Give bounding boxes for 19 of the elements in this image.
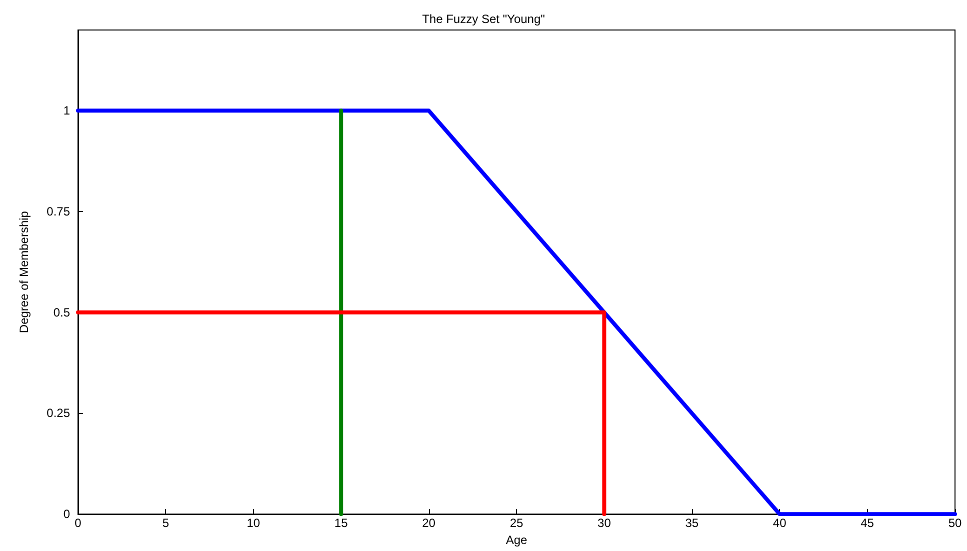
- x-tick-label: 45: [860, 516, 874, 530]
- x-tick-label: 20: [422, 516, 436, 530]
- y-tick-label: 0.75: [46, 204, 70, 219]
- x-tick-label: 50: [948, 516, 962, 530]
- x-axis-title: Age: [506, 533, 528, 547]
- x-tick-label: 25: [510, 516, 524, 530]
- x-tick-label: 5: [162, 516, 170, 530]
- chart-title: The Fuzzy Set "Young": [422, 12, 545, 26]
- y-axis-title: Degree of Membership: [17, 210, 31, 334]
- y-tick-label: 0.5: [53, 305, 70, 320]
- x-tick-label: 35: [685, 516, 699, 530]
- x-tick-label: 40: [772, 516, 787, 530]
- y-tick-label: 1: [63, 104, 70, 118]
- x-tick-label: 10: [246, 516, 260, 530]
- y-tick-label: 0.25: [46, 406, 70, 420]
- y-tick-label: 0: [63, 507, 70, 522]
- x-tick-label: 15: [334, 516, 348, 530]
- x-tick-label: 0: [74, 516, 82, 530]
- x-tick-label: 30: [598, 516, 612, 530]
